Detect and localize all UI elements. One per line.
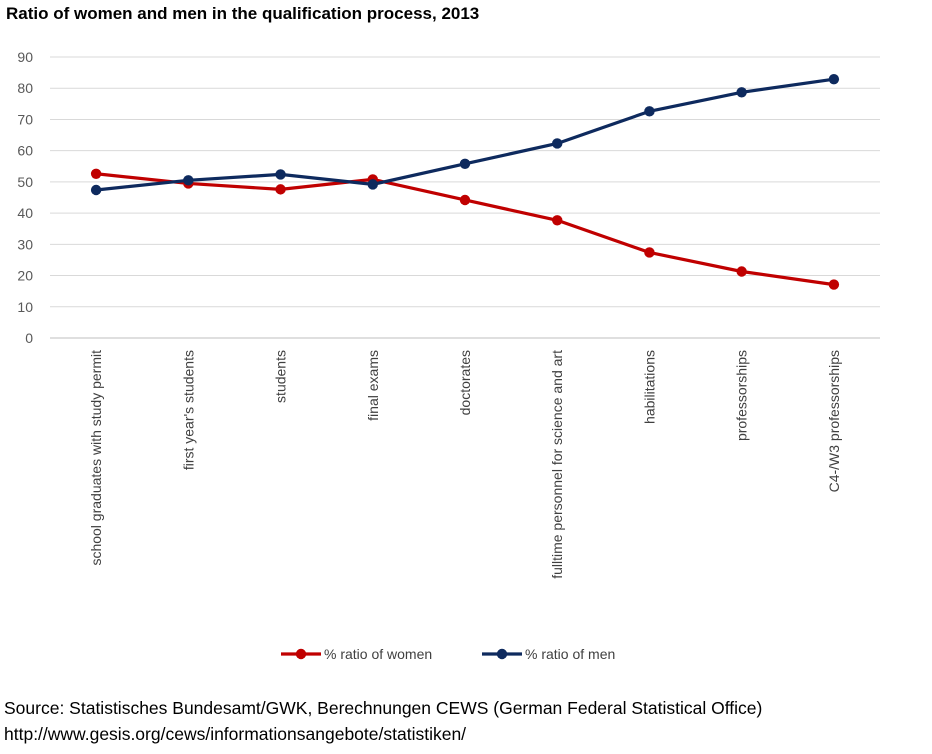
y-tick-label: 80 xyxy=(17,80,33,96)
data-point-women xyxy=(275,184,286,195)
y-tick-label: 50 xyxy=(17,174,33,190)
series-line-women xyxy=(94,172,836,287)
x-axis-labels: school graduates with study permit first … xyxy=(88,350,842,579)
data-point-women xyxy=(459,194,471,206)
legend-label-men: % ratio of men xyxy=(525,646,615,662)
data-point-women xyxy=(552,215,563,226)
x-tick-label: final exams xyxy=(365,350,381,421)
data-point-women xyxy=(736,266,747,277)
data-point-men xyxy=(644,106,655,117)
x-tick-label: fulltime personnel for science and art xyxy=(549,350,565,579)
y-tick-label: 90 xyxy=(17,49,33,65)
data-point-men xyxy=(90,184,102,196)
y-tick-label: 40 xyxy=(17,205,33,221)
x-tick-label: habilitations xyxy=(641,350,657,424)
y-tick-label: 0 xyxy=(25,330,33,346)
y-axis-ticks: 0 10 20 30 40 50 60 70 80 90 xyxy=(17,49,33,346)
data-point-men xyxy=(828,73,840,85)
x-tick-label: C4-/W3 professorships xyxy=(826,350,842,492)
y-tick-label: 20 xyxy=(17,268,33,284)
legend: % ratio of women % ratio of men xyxy=(281,646,615,662)
chart-title: Ratio of women and men in the qualificat… xyxy=(6,4,480,23)
y-tick-label: 60 xyxy=(17,143,33,159)
source-url[interactable]: http://www.gesis.org/cews/informationsan… xyxy=(4,724,467,744)
line-chart: 0 10 20 30 40 50 60 70 80 90 school graduates wit… xyxy=(17,49,880,662)
x-tick-label: professorships xyxy=(734,350,750,441)
series-line-men xyxy=(94,77,836,192)
data-point-women xyxy=(90,168,102,179)
y-tick-label: 70 xyxy=(17,111,33,127)
legend-marker-men xyxy=(496,648,508,660)
data-point-men xyxy=(275,169,286,180)
data-point-men xyxy=(183,175,194,186)
x-tick-label: doctorates xyxy=(457,350,473,415)
x-tick-label: students xyxy=(273,350,289,403)
source-note: Source: Statistisches Bundesamt/GWK, Ber… xyxy=(4,698,763,718)
data-point-women xyxy=(828,279,840,290)
data-point-men xyxy=(552,138,563,149)
data-point-men xyxy=(459,158,471,169)
series-lines xyxy=(90,73,840,290)
data-point-men xyxy=(736,87,747,98)
y-tick-label: 10 xyxy=(17,299,33,315)
data-point-men xyxy=(367,179,378,190)
x-tick-label: first year's students xyxy=(180,350,196,470)
legend-label-women: % ratio of women xyxy=(324,646,432,662)
legend-marker-women xyxy=(295,648,307,660)
x-tick-label: school graduates with study permit xyxy=(88,350,104,566)
y-tick-label: 30 xyxy=(17,236,33,252)
data-point-women xyxy=(644,247,655,258)
